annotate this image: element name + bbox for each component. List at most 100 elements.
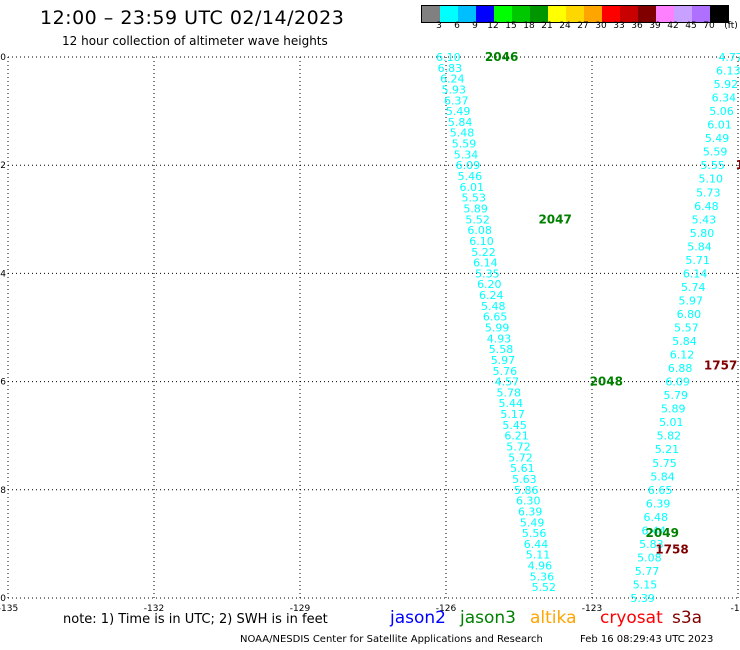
wave-height-point: 5.84 [687, 240, 712, 253]
wave-height-point: 5.48 [481, 300, 506, 313]
wave-height-point: 5.57 [674, 322, 699, 335]
wave-height-point: 5.63 [512, 473, 537, 486]
color-scale-label: 6 [454, 21, 460, 31]
color-swatch [548, 6, 566, 22]
color-swatch [494, 6, 512, 22]
footer-credit: NOAA/NESDIS Center for Satellite Applica… [240, 634, 543, 645]
wave-height-point: 4.93 [487, 332, 512, 345]
wave-height-point: 5.39 [630, 592, 655, 605]
wave-height-point: 5.45 [502, 419, 527, 432]
color-swatch [458, 6, 476, 22]
color-scale-label: 18 [523, 21, 535, 31]
wave-height-point: 6.10 [469, 235, 494, 248]
wave-height-point: 6.01 [460, 181, 485, 194]
wave-height-point: 5.44 [498, 397, 523, 410]
wave-height-point: 5.79 [663, 389, 688, 402]
wave-height-point: 6.24 [479, 289, 504, 302]
wave-height-point: 6.20 [477, 278, 502, 291]
color-swatch [602, 6, 620, 22]
wave-height-point: 6.24 [440, 73, 465, 86]
wave-height-point: 6.39 [646, 497, 671, 510]
wave-height-point: 5.71 [685, 254, 710, 267]
wave-height-point: 5.52 [532, 581, 557, 594]
wave-height-point: 5.73 [696, 186, 721, 199]
wave-height-point: 6.48 [644, 511, 669, 524]
wave-height-point: 5.34 [454, 148, 479, 161]
footer-timestamp: Feb 16 08:29:43 UTC 2023 [580, 634, 714, 645]
wave-height-point: 6.14 [473, 257, 498, 270]
wave-height-point: 5.89 [661, 403, 686, 416]
pass-time-label: 2048 [590, 375, 623, 389]
wave-height-point: 5.01 [659, 416, 684, 429]
wave-height-point: 6.01 [707, 119, 732, 132]
x-tick-label: -129 [290, 604, 311, 614]
wave-height-point: 5.53 [461, 192, 486, 205]
wave-height-point: 5.11 [526, 549, 551, 562]
pass-time-label: 2049 [646, 526, 679, 540]
wave-height-point: 4.96 [528, 560, 553, 573]
pass-time-label: 2047 [538, 212, 571, 226]
color-scale-label: 45 [685, 21, 697, 31]
wave-height-point: 6.44 [524, 538, 549, 551]
chart-subtitle: 12 hour collection of altimeter wave hei… [62, 34, 328, 48]
satellite-legend-jason2: jason2 [390, 608, 446, 628]
wave-height-point: 6.48 [694, 200, 719, 213]
wave-height-point: 6.09 [456, 159, 481, 172]
color-swatch [674, 6, 692, 22]
wave-height-point: 5.80 [690, 227, 715, 240]
wave-height-point: 5.49 [446, 105, 471, 118]
wave-height-point: 5.72 [508, 451, 533, 464]
wave-height-point: 5.97 [679, 294, 704, 307]
satellite-legend-jason3: jason3 [460, 608, 516, 628]
color-swatch [512, 6, 530, 22]
wave-height-point: 5.22 [471, 246, 496, 259]
wave-height-point: 5.49 [705, 132, 730, 145]
color-swatch [530, 6, 548, 22]
wave-height-point: 5.84 [448, 116, 473, 129]
chart-title: 12:00 – 23:59 UTC 02/14/2023 [40, 7, 345, 29]
color-swatch [638, 6, 656, 22]
pass-time-label: 1758 [655, 542, 688, 556]
color-swatch [620, 6, 638, 22]
color-swatch [566, 6, 584, 22]
wave-height-point: 6.21 [504, 430, 529, 443]
color-scale-label: 36 [631, 21, 643, 31]
wave-height-point: 5.86 [514, 484, 539, 497]
wave-height-point: 5.55 [700, 159, 725, 172]
color-swatch [440, 6, 458, 22]
wave-height-point: 5.59 [452, 138, 477, 151]
wave-height-point: 5.97 [491, 354, 516, 367]
satellite-legend-altika: altika [530, 608, 577, 628]
wave-height-point: 6.12 [670, 349, 695, 362]
wave-height-point: 6.08 [467, 224, 492, 237]
wave-height-point: 5.92 [714, 78, 739, 91]
wave-height-point: 6.83 [438, 62, 463, 75]
wave-height-point: 5.82 [657, 430, 682, 443]
color-swatch [692, 6, 710, 22]
wave-height-point: 6.14 [683, 267, 708, 280]
pass-time-label: 1 [736, 158, 740, 172]
pass-time-label: 1757 [704, 358, 737, 372]
color-scale-label: 70 [703, 21, 715, 31]
color-scale-label: 42 [667, 21, 679, 31]
y-tick-label: -14 [0, 269, 6, 279]
wave-height-point: 5.93 [442, 83, 467, 96]
wave-height-point: 5.10 [698, 173, 723, 186]
color-swatch [710, 6, 728, 22]
color-swatch [584, 6, 602, 22]
wave-height-point: 5.52 [465, 213, 490, 226]
wave-height-point: 6.34 [712, 92, 737, 105]
wave-height-point: 6.13 [716, 65, 740, 78]
wave-height-point: 5.21 [655, 443, 680, 456]
wave-height-point: 5.83 [639, 538, 664, 551]
x-tick-label: -132 [144, 604, 164, 614]
pass-time-label: 2046 [485, 50, 518, 64]
wave-height-point: 5.17 [500, 408, 525, 421]
wave-height-point: 6.65 [483, 311, 508, 324]
wave-height-point: 5.84 [650, 470, 675, 483]
color-scale-label: 3 [436, 21, 442, 31]
wave-height-point: 5.08 [637, 551, 662, 564]
color-swatch [476, 6, 494, 22]
wave-height-point: 5.74 [681, 281, 706, 294]
wave-height-point: 5.56 [522, 527, 547, 540]
